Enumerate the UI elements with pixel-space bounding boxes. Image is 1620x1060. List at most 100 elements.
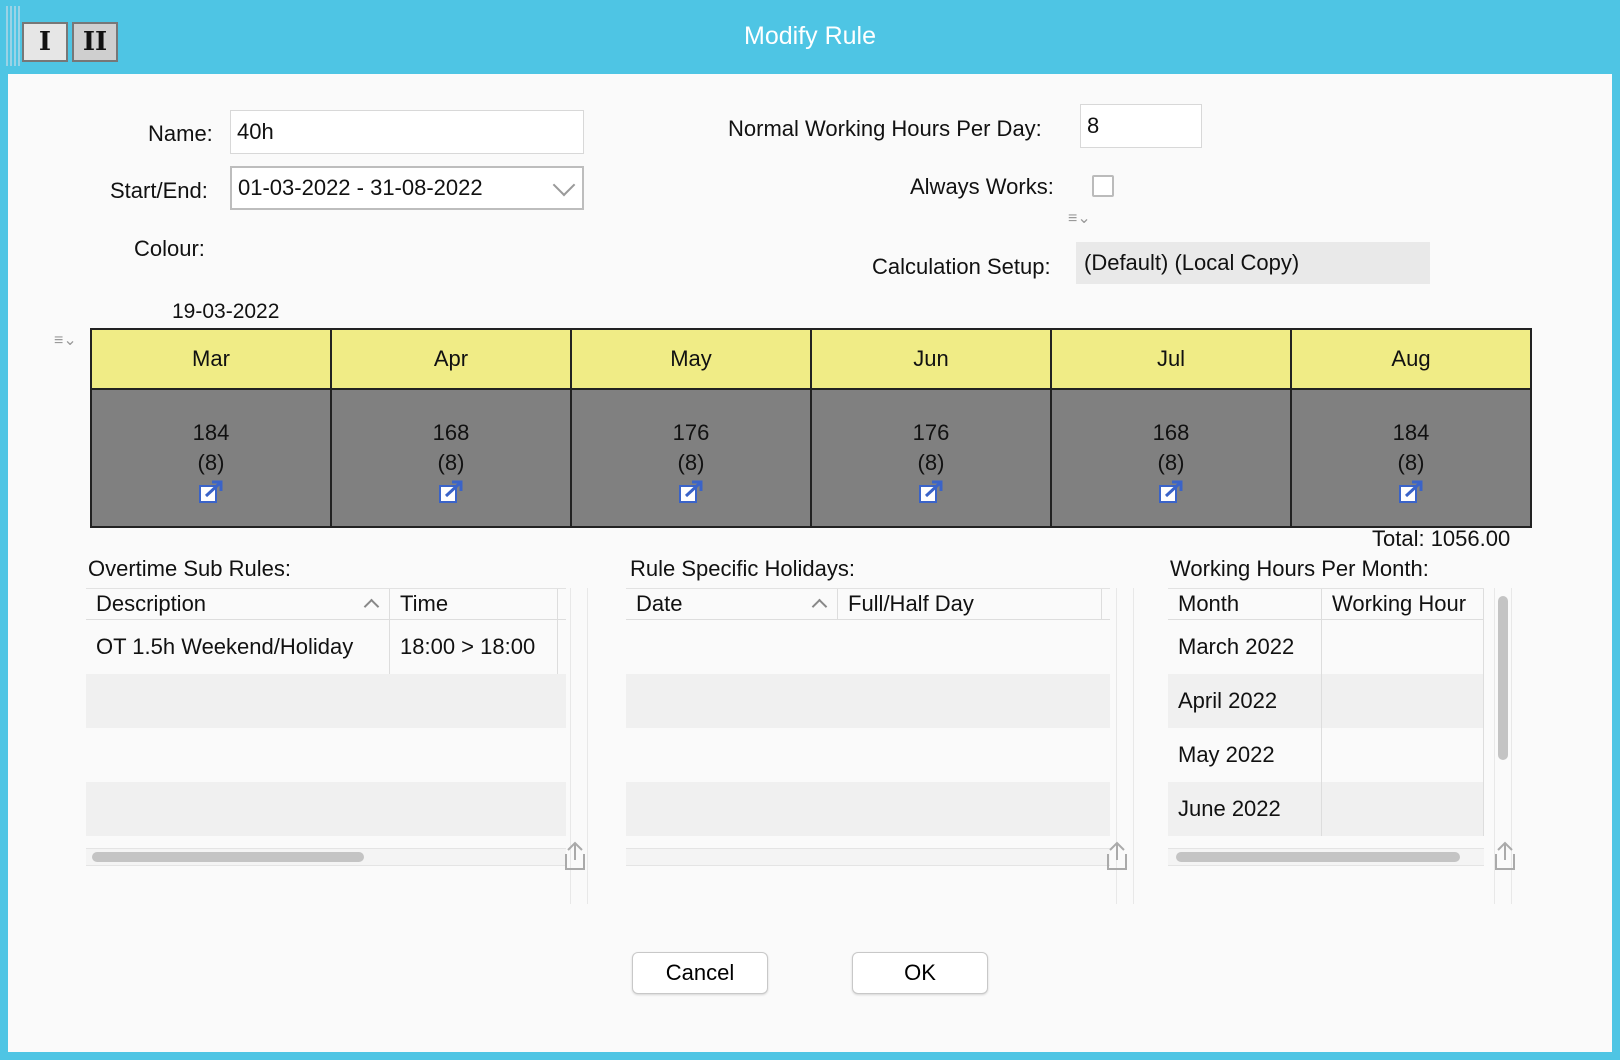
share-icon[interactable] [562, 840, 588, 872]
holidays-vertical-scrollbar[interactable] [1116, 588, 1134, 904]
scroll-thumb[interactable] [1498, 596, 1508, 760]
column-label: Date [636, 591, 683, 616]
month-cell-may: May 176 (8) [572, 330, 812, 526]
window-grip[interactable] [6, 6, 20, 66]
cell-working-hour [1322, 674, 1484, 728]
external-link-icon[interactable] [438, 480, 464, 504]
table-header: Date Full/Half Day [626, 589, 1110, 620]
calendar-menu-icon[interactable]: ≡⌄ [54, 332, 77, 349]
toolbar-button-i[interactable]: I [22, 22, 68, 62]
month-body: 176 (8) [572, 390, 810, 526]
column-label: Time [400, 591, 449, 616]
dialog-content: Name: 40h Start/End: 01-03-2022 - 31-08-… [8, 74, 1612, 1052]
table-row-empty [626, 728, 1110, 782]
month-body: 184 (8) [1292, 390, 1530, 526]
cell-working-hour [1322, 782, 1484, 836]
month-body: 184 (8) [92, 390, 330, 526]
month-hours: 176 [672, 420, 710, 445]
external-link-icon[interactable] [1158, 480, 1184, 504]
column-header-full-half-day[interactable]: Full/Half Day [838, 589, 1102, 619]
month-per-day: (8) [437, 450, 465, 475]
cell-working-hour [1322, 728, 1484, 782]
column-header-date[interactable]: Date [626, 589, 838, 619]
colour-label: Colour: [134, 236, 205, 261]
month-header: May [572, 330, 810, 390]
working-months-horizontal-scrollbar[interactable] [1168, 848, 1484, 866]
month-header: Jul [1052, 330, 1290, 390]
month-cell-apr: Apr 168 (8) [332, 330, 572, 526]
calc-setup-field[interactable]: (Default) (Local Copy) [1076, 242, 1430, 284]
startend-label: Start/End: [110, 178, 208, 203]
column-label: Description [96, 591, 207, 616]
column-label: Month [1178, 591, 1240, 616]
name-input[interactable]: 40h [230, 110, 584, 154]
working-months-label: Working Hours Per Month: [1170, 556, 1429, 581]
sort-ascending-icon[interactable] [363, 598, 380, 615]
table-row-empty [86, 782, 566, 836]
table-row-empty [86, 728, 566, 782]
always-works-label: Always Works: [910, 174, 1054, 199]
ok-button[interactable]: OK [852, 952, 988, 994]
calc-setup-label: Calculation Setup: [872, 254, 1051, 279]
month-cell-mar: Mar 184 (8) [92, 330, 332, 526]
table-row[interactable]: June 2022 [1168, 782, 1484, 836]
column-header-time[interactable]: Time [390, 589, 558, 619]
holidays-horizontal-scrollbar[interactable] [626, 848, 1110, 866]
month-body: 168 (8) [1052, 390, 1290, 526]
month-header: Apr [332, 330, 570, 390]
column-header-description[interactable]: Description [86, 589, 390, 619]
month-per-day: (8) [197, 450, 225, 475]
month-hours: 176 [912, 420, 950, 445]
working-months-vertical-scrollbar[interactable] [1494, 588, 1512, 904]
month-cell-jul: Jul 168 (8) [1052, 330, 1292, 526]
startend-combobox[interactable]: 01-03-2022 - 31-08-2022 [230, 166, 584, 210]
sort-ascending-icon[interactable] [811, 598, 828, 615]
cell-time: 18:00 > 18:00 [390, 620, 558, 674]
month-header: Aug [1292, 330, 1530, 390]
column-label: Working Hour [1332, 591, 1467, 616]
chevron-down-icon[interactable] [552, 173, 576, 197]
total-hours: Total: 1056.00 [1372, 526, 1511, 551]
table-row[interactable]: OT 1.5h Weekend/Holiday 18:00 > 18:00 [86, 620, 566, 674]
table-row[interactable]: April 2022 [1168, 674, 1484, 728]
month-cell-jun: Jun 176 (8) [812, 330, 1052, 526]
table-row[interactable]: May 2022 [1168, 728, 1484, 782]
always-works-checkbox[interactable] [1092, 175, 1114, 197]
table-row[interactable]: March 2022 [1168, 620, 1484, 674]
month-hours: 184 [192, 420, 230, 445]
table-row-empty [86, 674, 566, 728]
table-row-empty [626, 620, 1110, 674]
external-link-icon[interactable] [678, 480, 704, 504]
cancel-button[interactable]: Cancel [632, 952, 768, 994]
month-header: Mar [92, 330, 330, 390]
month-body: 168 (8) [332, 390, 570, 526]
cell-month: April 2022 [1168, 674, 1322, 728]
nwh-input[interactable]: 8 [1080, 104, 1202, 148]
month-hours: 168 [432, 420, 470, 445]
overtime-vertical-scrollbar[interactable] [570, 588, 588, 904]
external-link-icon[interactable] [918, 480, 944, 504]
month-per-day: (8) [1397, 450, 1425, 475]
month-grid: Mar 184 (8) Apr 168 (8) May 176 [90, 328, 1532, 528]
overtime-horizontal-scrollbar[interactable] [86, 848, 566, 866]
external-link-icon[interactable] [1398, 480, 1424, 504]
share-icon[interactable] [1104, 840, 1130, 872]
cell-working-hour [1322, 620, 1484, 674]
scroll-thumb[interactable] [92, 852, 364, 862]
month-body: 176 (8) [812, 390, 1050, 526]
options-menu-icon[interactable]: ≡⌄ [1068, 210, 1091, 227]
scroll-thumb[interactable] [1176, 852, 1460, 862]
external-link-icon[interactable] [198, 480, 224, 504]
share-icon[interactable] [1492, 840, 1518, 872]
title-bar[interactable]: I II Modify Rule [0, 0, 1620, 74]
month-header: Jun [812, 330, 1050, 390]
table-row-empty [626, 674, 1110, 728]
toolbar-button-ii[interactable]: II [72, 22, 118, 62]
column-header-month[interactable]: Month [1168, 589, 1322, 619]
month-cell-aug: Aug 184 (8) [1292, 330, 1530, 526]
month-hours: 168 [1152, 420, 1190, 445]
holidays-label: Rule Specific Holidays: [630, 556, 855, 581]
month-hours: 184 [1392, 420, 1430, 445]
column-header-working-hour[interactable]: Working Hour [1322, 589, 1484, 619]
